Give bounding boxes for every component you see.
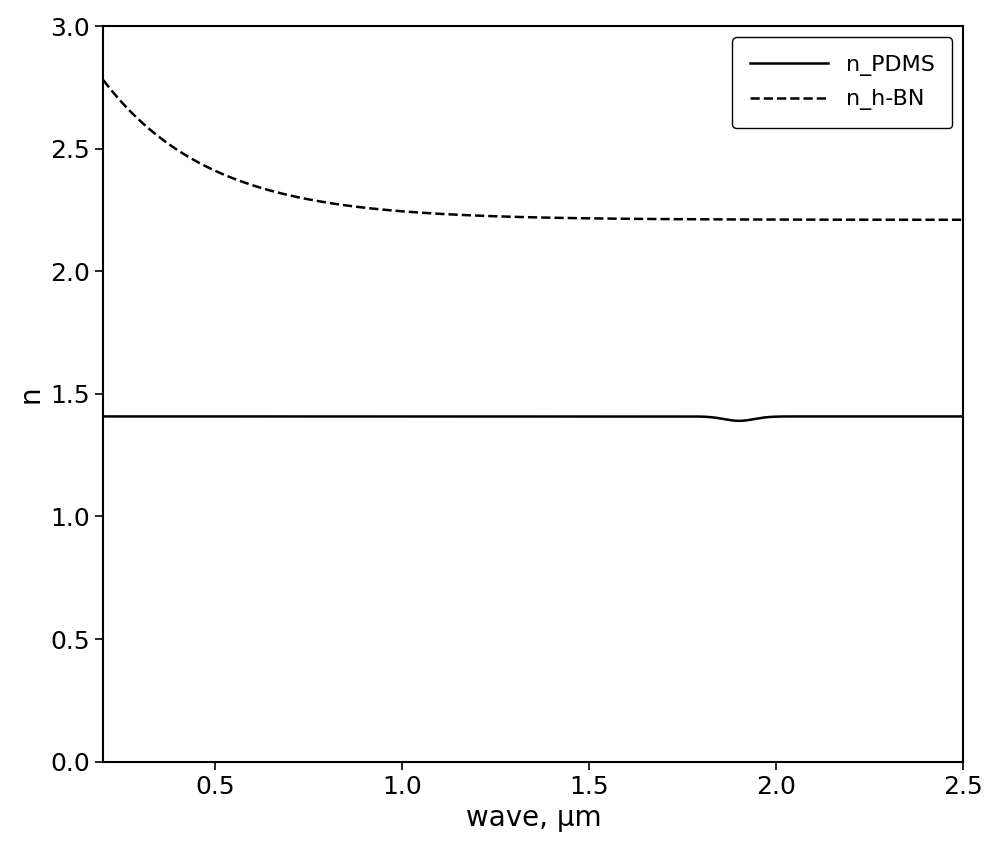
Y-axis label: n: n [17,385,45,402]
n_PDMS [733,416,745,426]
n_h-BN [246,180,258,190]
n_PDMS [246,411,258,421]
n_h-BN [195,159,207,169]
n_h-BN [941,215,953,225]
n_h-BN [97,75,109,85]
n_PDMS [957,411,969,421]
n_PDMS [464,411,476,421]
n_PDMS [848,411,860,421]
n_PDMS [941,411,953,421]
n_PDMS [97,411,109,421]
n_h-BN [848,215,860,225]
n_PDMS [427,411,439,421]
n_PDMS [195,411,207,421]
X-axis label: wave, μm: wave, μm [466,804,601,832]
Line: n_h-BN: n_h-BN [103,80,963,220]
Legend: n_PDMS, n_h-BN: n_PDMS, n_h-BN [732,37,952,128]
n_h-BN [427,208,439,218]
n_h-BN [957,215,969,225]
n_h-BN [464,211,476,221]
Line: n_PDMS: n_PDMS [103,416,963,421]
